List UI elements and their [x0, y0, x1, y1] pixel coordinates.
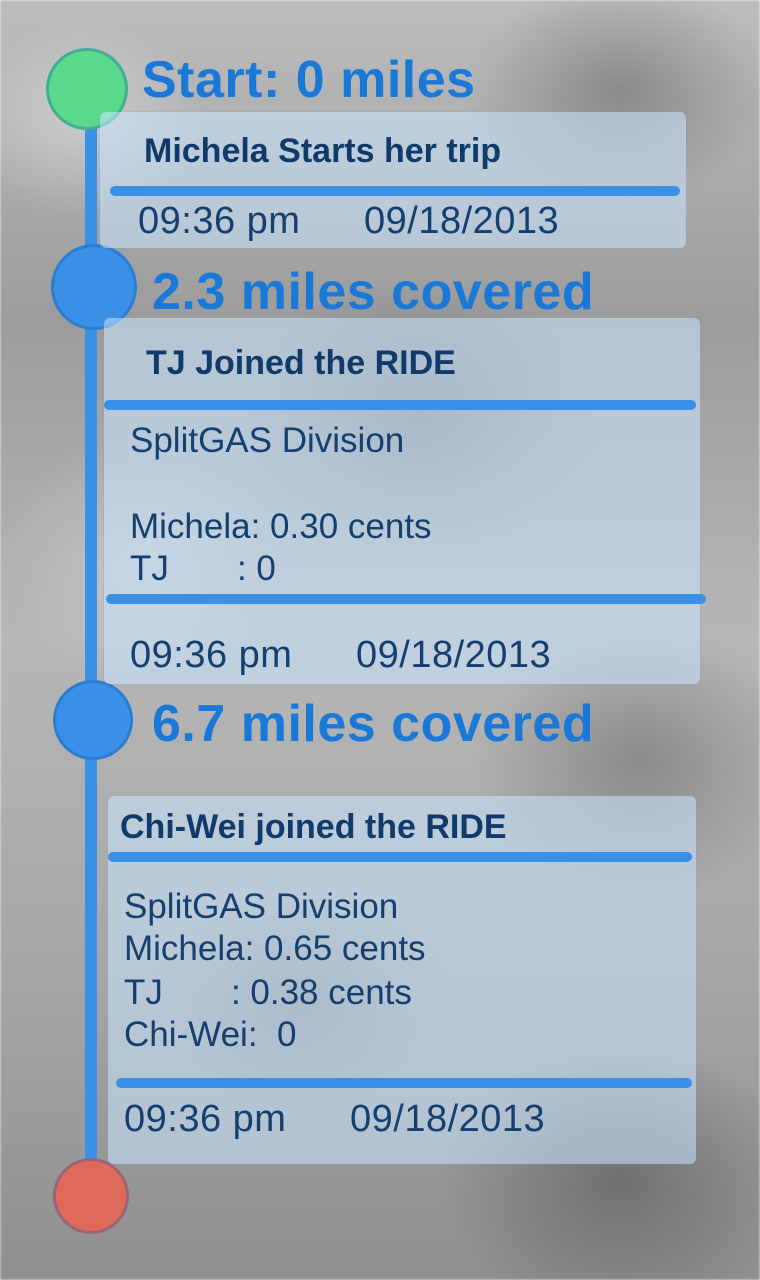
split-line-michela: Michela: 0.30 cents: [130, 507, 432, 546]
card-title: Michela Starts her trip: [144, 132, 502, 170]
milestone-node-6-7[interactable]: [53, 680, 133, 760]
milestone-label-2-3: 2.3 miles covered: [152, 263, 595, 321]
card-divider: [110, 186, 680, 196]
card-title: TJ Joined the RIDE: [146, 344, 456, 382]
split-gas-title: SplitGAS Division: [130, 421, 405, 460]
milestone-label-6-7: 6.7 miles covered: [152, 695, 595, 753]
card-title: Chi-Wei joined the RIDE: [120, 808, 507, 846]
event-card-chiwei-joined[interactable]: Chi-Wei joined the RIDE SplitGAS Divisio…: [108, 796, 696, 1164]
event-card-tj-joined[interactable]: TJ Joined the RIDE SplitGAS Division Mic…: [104, 318, 706, 684]
card-divider: [116, 1078, 692, 1088]
timeline-line: [85, 88, 97, 1198]
milestone-node-2-3[interactable]: [51, 244, 137, 330]
event-card-michela-start[interactable]: Michela Starts her trip 09:36 pm 09/18/2…: [100, 112, 686, 248]
card-date: 09/18/2013: [364, 200, 560, 242]
split-line-tj: TJ : 0.38 cents: [124, 973, 412, 1012]
card-divider: [108, 852, 692, 862]
split-gas-title: SplitGAS Division: [124, 887, 399, 926]
card-time: 09:36 pm: [124, 1098, 287, 1140]
card-time: 09:36 pm: [130, 634, 293, 676]
card-date: 09/18/2013: [350, 1098, 546, 1140]
split-line-michela: Michela: 0.65 cents: [124, 929, 426, 968]
card-divider: [106, 594, 706, 604]
end-node[interactable]: [53, 1158, 129, 1234]
start-node[interactable]: [46, 48, 128, 130]
split-line-tj: TJ : 0: [130, 549, 276, 588]
card-divider: [104, 400, 696, 410]
milestone-label-start: Start: 0 miles: [142, 51, 476, 109]
card-date: 09/18/2013: [356, 634, 552, 676]
split-line-chiwei: Chi-Wei: 0: [124, 1015, 297, 1054]
card-time: 09:36 pm: [138, 200, 301, 242]
